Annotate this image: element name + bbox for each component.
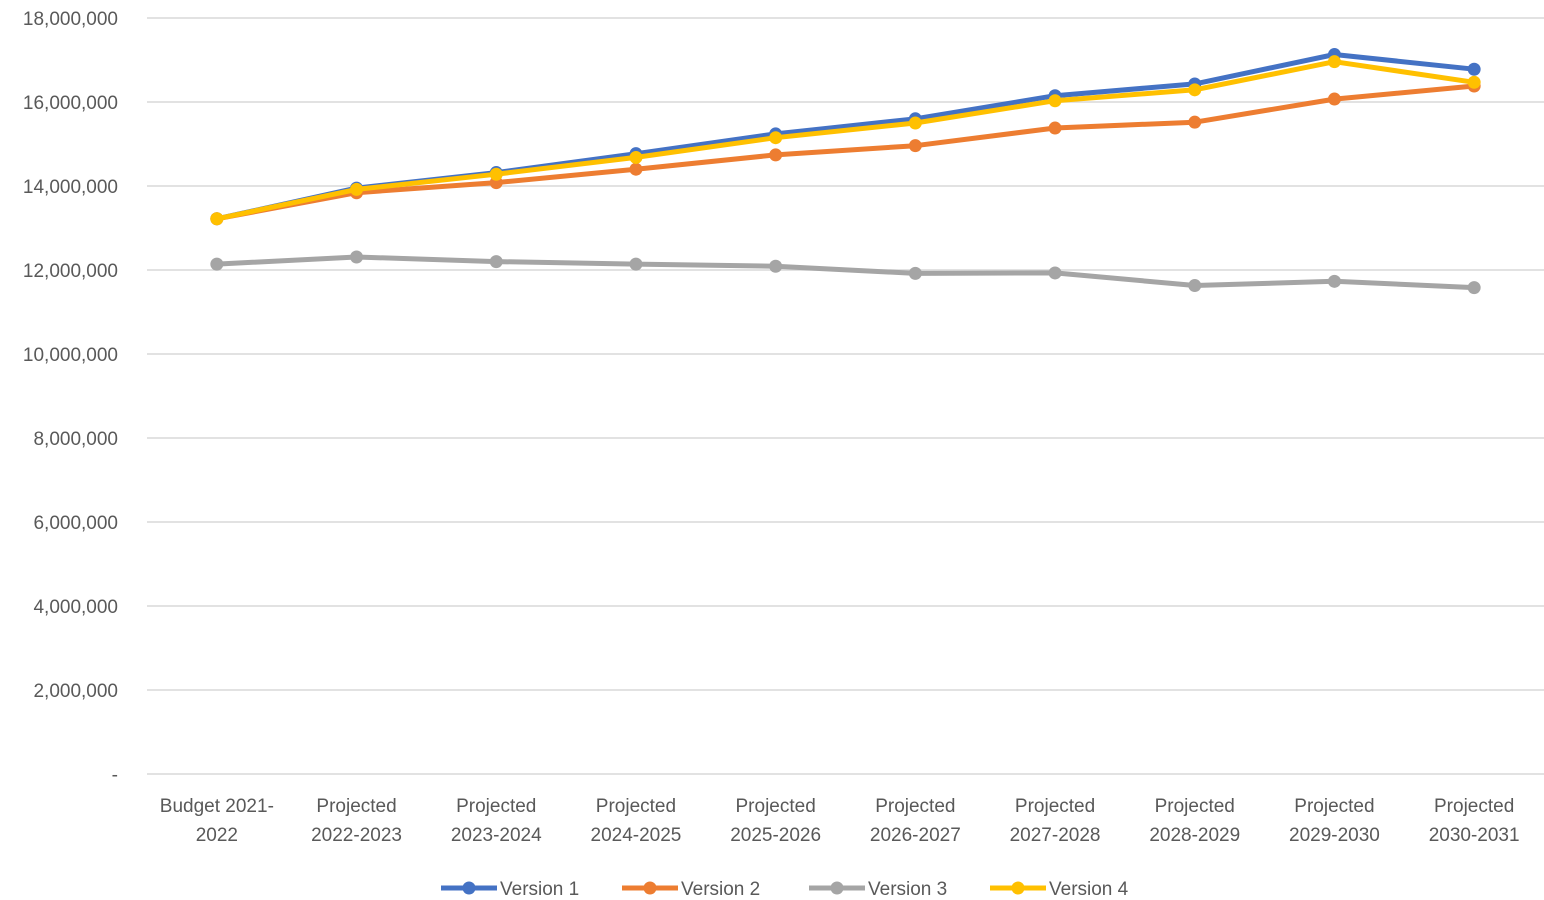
data-point: [908, 139, 922, 153]
series-line: [214, 83, 1477, 222]
data-point: [769, 259, 783, 273]
legend-label: Version 4: [1049, 879, 1129, 900]
x-tick-label-line: Projected: [596, 796, 676, 817]
legend-swatch-marker: [462, 881, 476, 895]
y-axis-ticks: - 2,000,000 4,000,000 6,000,000 8,000,000 10,…: [23, 9, 118, 786]
legend-item: Version 1: [441, 879, 579, 900]
data-point: [210, 257, 224, 271]
legend-swatch-marker: [1011, 881, 1025, 895]
x-tick-label-line: Budget 2021-: [160, 796, 274, 817]
y-tick-label: -: [112, 765, 118, 786]
x-tick-label: Projected 2023-2024: [451, 796, 542, 846]
series-4: [210, 55, 1481, 226]
x-tick-label-line: 2029-2030: [1289, 825, 1380, 846]
x-axis-ticks: Budget 2021-2022Projected2022-2023Projec…: [160, 796, 1520, 846]
x-tick-label-line: 2022: [196, 825, 238, 846]
x-tick-label: Budget 2021- 2022: [160, 796, 274, 846]
y-tick-label: 14,000,000: [23, 177, 118, 198]
series-1: [210, 48, 1481, 226]
data-point: [769, 148, 783, 162]
series-line: [214, 254, 1477, 291]
x-tick-label-line: Projected: [456, 796, 536, 817]
x-tick-label: Projected 2030-2031: [1429, 796, 1520, 846]
data-point: [1048, 266, 1062, 280]
x-tick-label-line: 2023-2024: [451, 825, 542, 846]
series-line: [214, 52, 1477, 222]
x-tick-label-line: 2025-2026: [730, 825, 821, 846]
series-lines: [210, 48, 1481, 295]
data-point: [1327, 55, 1341, 69]
x-tick-label: Projected 2027-2028: [1010, 796, 1101, 846]
legend-swatch-marker: [643, 881, 657, 895]
gridlines: [147, 17, 1544, 775]
x-tick-label: Projected 2026-2027: [870, 796, 961, 846]
data-point: [1327, 92, 1341, 106]
x-tick-label-line: Projected: [736, 796, 816, 817]
data-point: [489, 167, 503, 181]
x-tick-label-line: 2024-2025: [591, 825, 682, 846]
legend-label: Version 2: [681, 879, 760, 900]
y-tick-label: 10,000,000: [23, 345, 118, 366]
data-point: [1467, 62, 1481, 76]
legend-item: Version 2: [622, 879, 760, 900]
data-point: [769, 131, 783, 145]
data-point: [629, 150, 643, 164]
data-point: [1048, 121, 1062, 135]
x-tick-label-line: 2022-2023: [311, 825, 402, 846]
x-tick-label: Projected 2022-2023: [311, 796, 402, 846]
y-tick-label: 2,000,000: [33, 681, 118, 702]
y-tick-label: 18,000,000: [23, 9, 118, 30]
y-tick-label: 16,000,000: [23, 93, 118, 114]
y-tick-label: 6,000,000: [33, 513, 118, 534]
data-point: [1188, 115, 1202, 129]
data-point: [1188, 83, 1202, 97]
data-point: [489, 255, 503, 269]
data-point: [350, 250, 364, 264]
x-tick-label-line: Projected: [1294, 796, 1374, 817]
x-tick-label: Projected 2025-2026: [730, 796, 821, 846]
data-point: [908, 266, 922, 280]
x-tick-label: Projected 2029-2030: [1289, 796, 1380, 846]
x-tick-label-line: 2026-2027: [870, 825, 961, 846]
x-tick-label-line: 2028-2029: [1149, 825, 1240, 846]
x-tick-label-line: Projected: [316, 796, 396, 817]
data-point: [1467, 75, 1481, 89]
x-tick-label: Projected 2028-2029: [1149, 796, 1240, 846]
data-point: [350, 182, 364, 196]
legend-item: Version 3: [809, 879, 947, 900]
legend-label: Version 1: [500, 879, 579, 900]
x-tick-label-line: Projected: [875, 796, 955, 817]
data-point: [1048, 94, 1062, 108]
data-point: [629, 257, 643, 271]
legend: Version 1 Version 2 Version 3 Version 4: [441, 879, 1129, 900]
data-point: [1327, 274, 1341, 288]
x-tick-label-line: Projected: [1434, 796, 1514, 817]
x-tick-label: Projected 2024-2025: [591, 796, 682, 846]
data-point: [629, 162, 643, 176]
data-point: [210, 212, 224, 226]
x-tick-label-line: 2027-2028: [1010, 825, 1101, 846]
legend-swatch-marker: [830, 881, 844, 895]
data-point: [1188, 279, 1202, 293]
legend-label: Version 3: [868, 879, 947, 900]
x-tick-label-line: Projected: [1015, 796, 1095, 817]
data-point: [1467, 281, 1481, 295]
series-3: [210, 250, 1481, 295]
series-line: [214, 59, 1477, 222]
y-tick-label: 8,000,000: [33, 429, 118, 450]
data-point: [908, 116, 922, 130]
x-tick-label-line: Projected: [1155, 796, 1235, 817]
y-tick-label: 12,000,000: [23, 261, 118, 282]
legend-item: Version 4: [990, 879, 1129, 900]
y-tick-label: 4,000,000: [33, 597, 118, 618]
x-tick-label-line: 2030-2031: [1429, 825, 1520, 846]
